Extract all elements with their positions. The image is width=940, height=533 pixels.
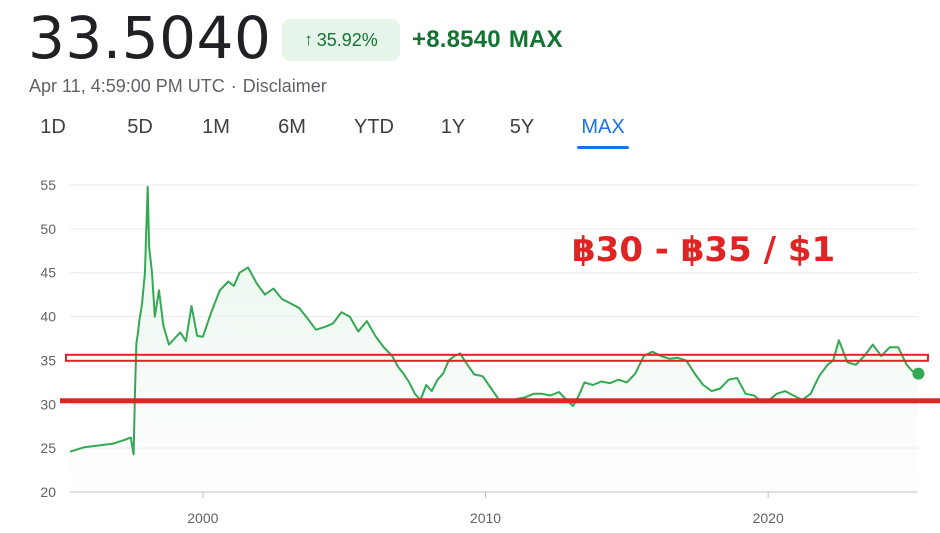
timestamp: Apr 11, 4:59:00 PM UTC xyxy=(29,76,225,96)
tab-5y[interactable]: 5Y xyxy=(509,116,535,138)
annotation-text: ฿30 - ฿35 / $1 xyxy=(572,230,835,270)
change-range-label: MAX xyxy=(508,26,563,53)
change-absolute: +8.8540 xyxy=(412,26,501,53)
tab-ytd[interactable]: YTD xyxy=(354,116,394,138)
tab-1d[interactable]: 1D xyxy=(40,116,66,138)
arrow-up-icon: ↑ xyxy=(304,30,313,49)
x-tick-label: 2000 xyxy=(187,510,218,526)
change-absolute-group: +8.8540 MAX xyxy=(412,26,563,54)
tab-6m[interactable]: 6M xyxy=(278,116,306,138)
reference-line-35 xyxy=(65,353,929,362)
y-tick-label: 40 xyxy=(40,309,56,325)
y-tick-label: 35 xyxy=(40,352,56,368)
x-tick-label: 2010 xyxy=(470,510,501,526)
y-tick-label: 25 xyxy=(40,440,56,456)
tab-1m[interactable]: 1M xyxy=(202,116,230,138)
price: 33.5040 xyxy=(28,4,272,72)
timestamp-row: Apr 11, 4:59:00 PM UTC · Disclaimer xyxy=(29,76,327,97)
change-percent-badge: ↑ 35.92% xyxy=(282,19,400,61)
y-tick-label: 30 xyxy=(40,396,56,412)
separator: · xyxy=(230,76,237,96)
y-tick-label: 45 xyxy=(40,265,56,281)
x-tick-label: 2020 xyxy=(753,510,784,526)
tab-1y[interactable]: 1Y xyxy=(440,116,466,138)
change-percent: 35.92% xyxy=(316,29,378,50)
tab-5d[interactable]: 5D xyxy=(127,116,153,138)
price-area-fill xyxy=(70,186,918,493)
y-tick-label: 50 xyxy=(40,221,56,237)
y-tick-label: 55 xyxy=(40,177,56,193)
tab-max[interactable]: MAX xyxy=(577,112,629,149)
reference-line-30 xyxy=(60,398,940,404)
last-price-dot xyxy=(912,367,925,380)
disclaimer-link[interactable]: Disclaimer xyxy=(242,76,327,96)
range-tabs: 1D 5D 1M 6M YTD 1Y 5Y MAX xyxy=(34,112,629,149)
y-tick-label: 20 xyxy=(40,484,56,500)
